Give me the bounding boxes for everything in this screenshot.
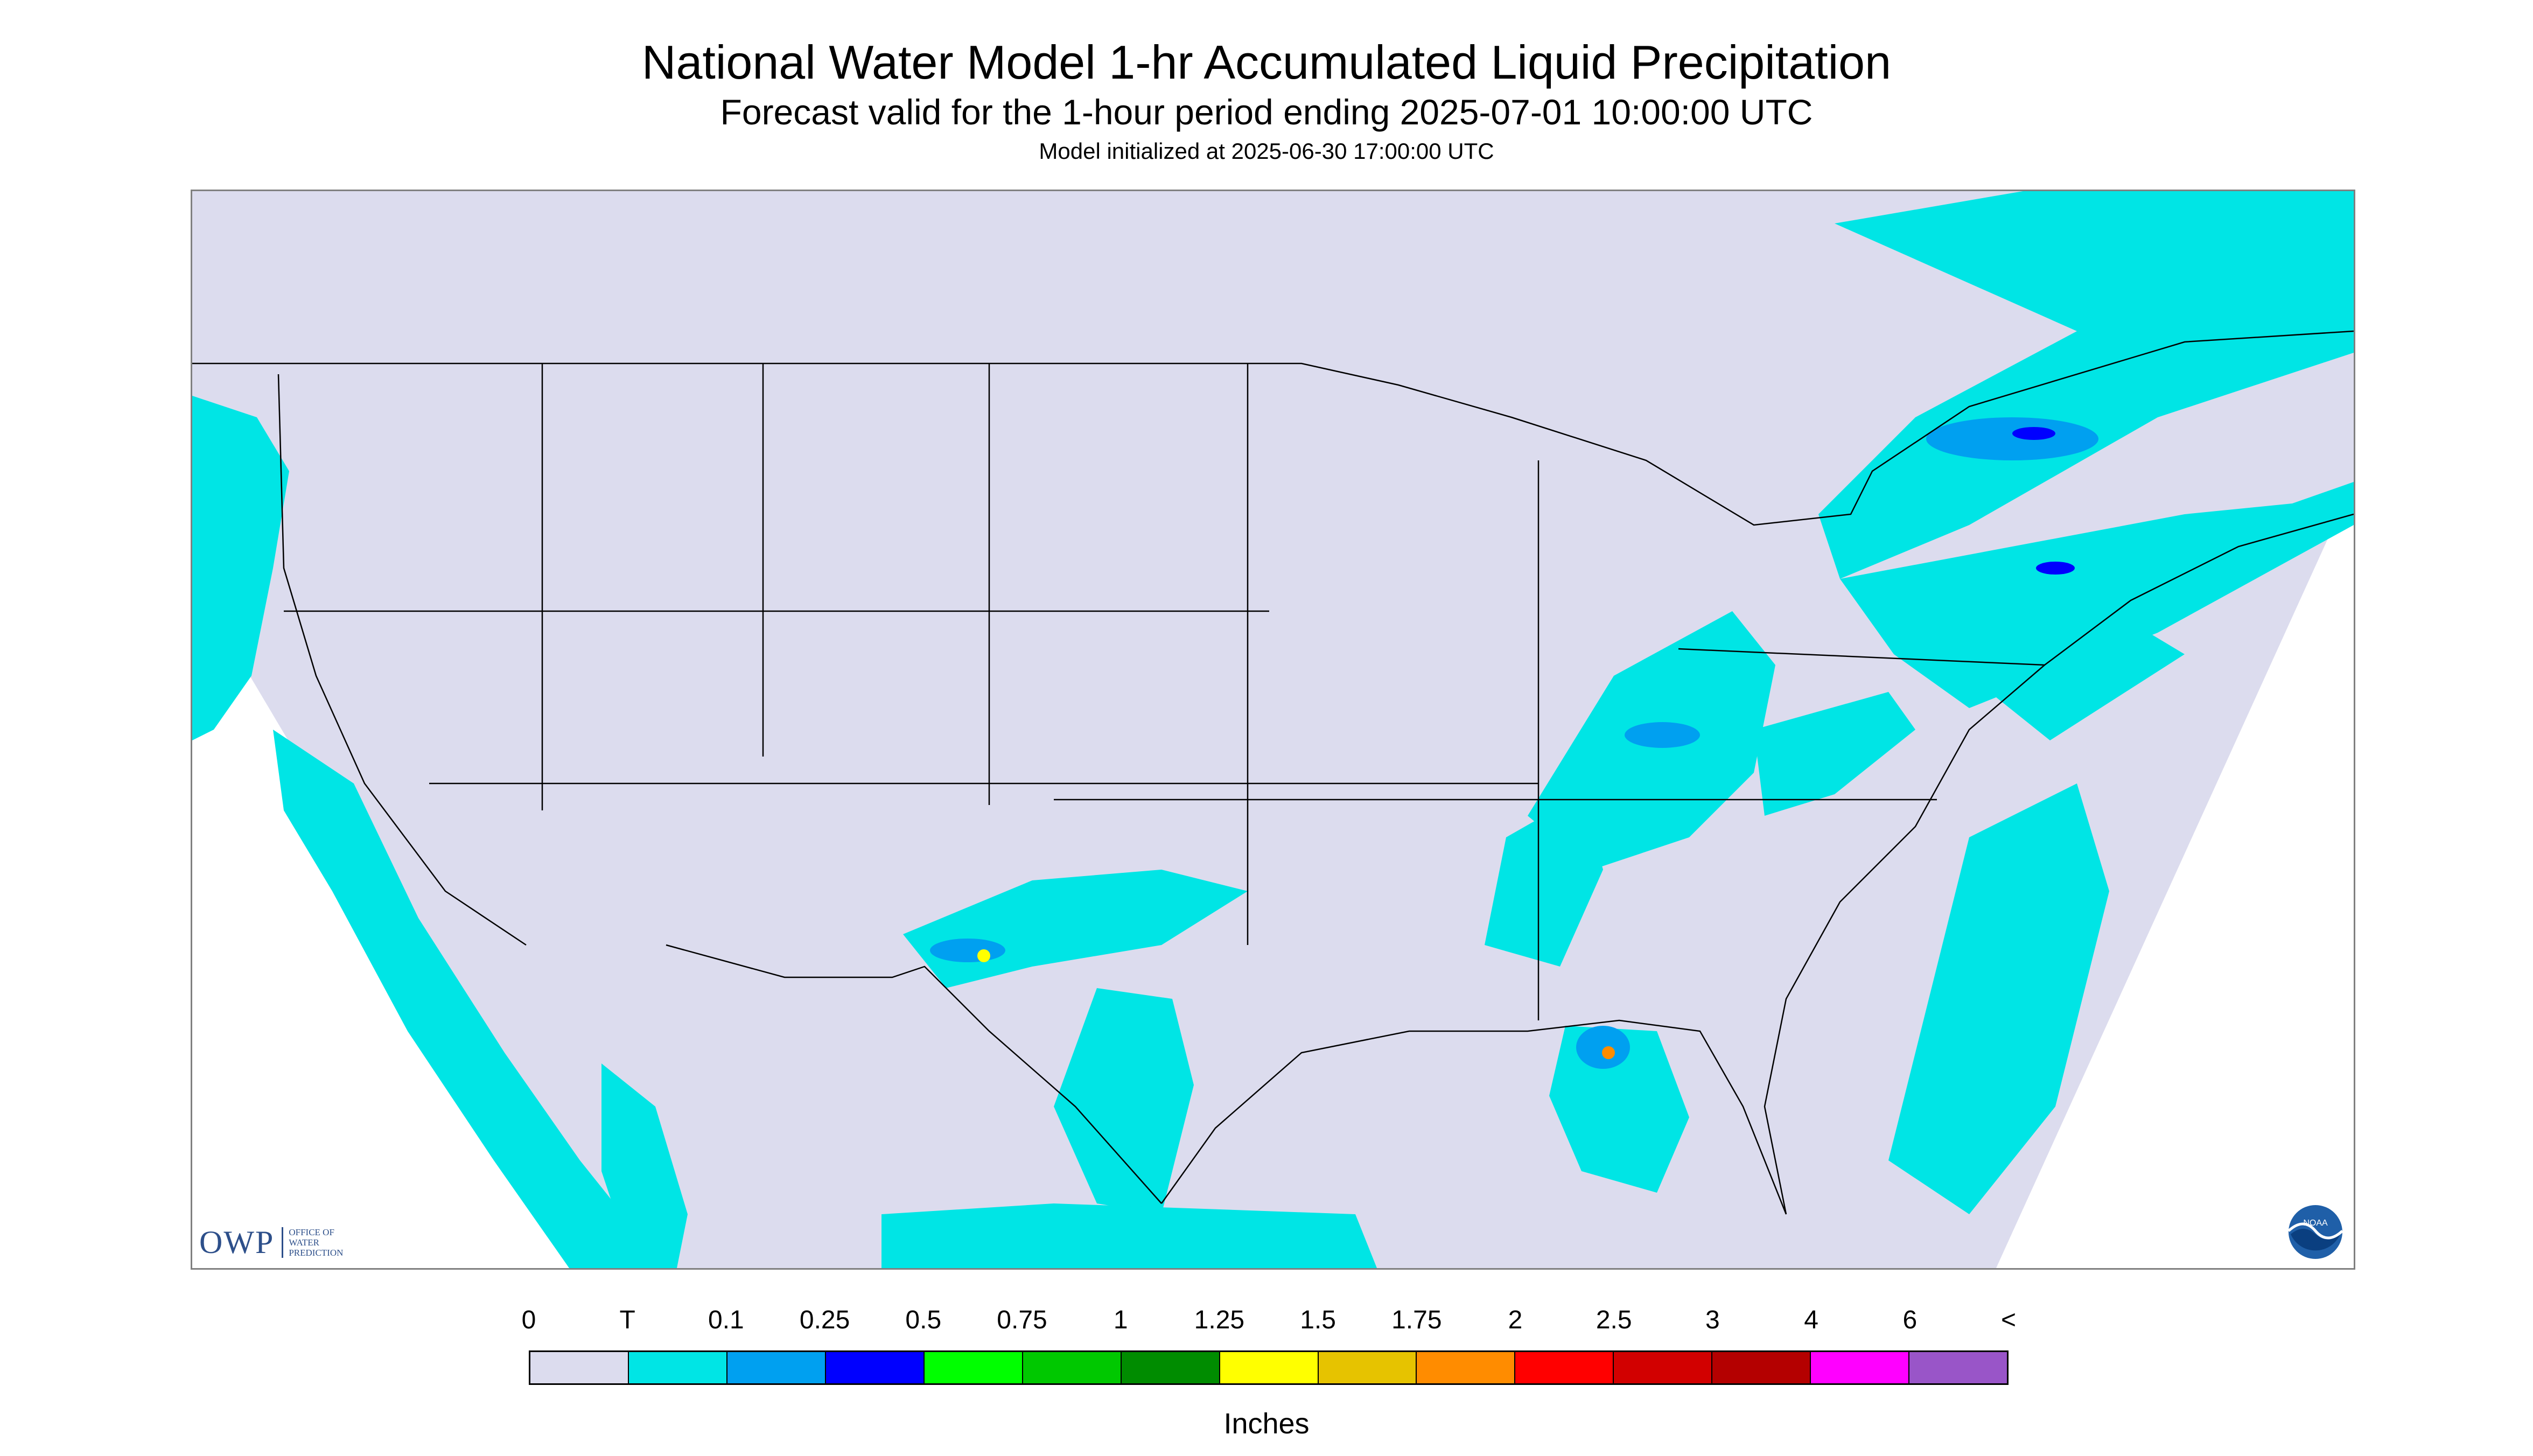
precip-moderate (930, 417, 2098, 1069)
legend-swatch (1318, 1352, 1417, 1383)
model-init-time: Model initialized at 2025-06-30 17:00:00… (1039, 138, 1494, 164)
legend-swatch (1023, 1352, 1122, 1383)
boundary-lines (192, 330, 2354, 1215)
gulf-coast-area (1054, 988, 1194, 1214)
owp-sub-line: PREDICTION (289, 1247, 344, 1258)
owp-sub-line: OFFICE OF (289, 1227, 334, 1237)
southeast-band (1485, 794, 1603, 967)
legend-label: 1.75 (1391, 1306, 1442, 1334)
mexico-south-band (881, 1203, 1377, 1268)
mexico-pacific-band (601, 1063, 688, 1268)
legend-swatch (1515, 1352, 1614, 1383)
legend-label: 2 (1508, 1306, 1523, 1334)
legend-units: Inches (1223, 1408, 1310, 1440)
noaa-logo: NOAA (2287, 1205, 2343, 1259)
owp-logo-text: OWP (199, 1224, 275, 1260)
texas-band (903, 870, 1248, 988)
atlantic-coast (1764, 513, 2354, 1215)
legend-swatch (1220, 1352, 1319, 1383)
legend-label: T (619, 1306, 635, 1334)
legend-swatch (628, 1352, 727, 1383)
east-domain-edge (1996, 482, 2354, 1268)
canada-northeast-band (1818, 191, 2354, 579)
precip-intense (977, 949, 1615, 1059)
legend-label: 0.25 (799, 1306, 850, 1334)
legend-label: 0 (521, 1306, 536, 1334)
legend-label: < (2000, 1306, 2017, 1334)
precipitation-map[interactable] (191, 190, 2355, 1270)
svg-text:NOAA: NOAA (2303, 1219, 2328, 1228)
owp-sub-line: WATER (289, 1237, 320, 1248)
appalachian-band (1754, 692, 1915, 816)
legend-label: 0.75 (997, 1306, 1047, 1334)
great-lakes-band (1840, 482, 2354, 708)
legend-label: 2.5 (1596, 1306, 1632, 1334)
legend-label: 3 (1705, 1306, 1720, 1334)
legend-label: 1.5 (1300, 1306, 1336, 1334)
atlantic-scattered-area (1888, 783, 2109, 1214)
canada-border (192, 330, 2354, 526)
legend-label: 0.5 (905, 1306, 942, 1334)
pacific-precip-area (192, 396, 289, 740)
legend-swatch (1614, 1352, 1713, 1383)
legend-swatch (1909, 1352, 2007, 1383)
mid-atlantic-band (1969, 622, 2185, 740)
legend-swatch (530, 1352, 629, 1383)
owp-logo: OWP OFFICE OF WATER PREDICTION (199, 1223, 343, 1261)
precip-trace (192, 191, 2354, 1268)
owp-logo-subtext: OFFICE OF WATER PREDICTION (282, 1227, 343, 1258)
legend-label: 4 (1804, 1306, 1818, 1334)
legend-label: 1.25 (1194, 1306, 1245, 1334)
legend-swatch (1811, 1352, 1910, 1383)
west-coast (277, 374, 527, 946)
legend-label: 6 (1902, 1306, 1918, 1334)
legend-swatch (1712, 1352, 1811, 1383)
map-title: National Water Model 1-hr Accumulated Li… (641, 36, 1892, 89)
precip-heavy (2012, 427, 2075, 575)
legend-label: 0.1 (708, 1306, 744, 1334)
legend-swatch (825, 1352, 925, 1383)
gulf-coast (1160, 1019, 1787, 1215)
pacific-coast-band (273, 730, 666, 1268)
legend-label: 1 (1113, 1306, 1128, 1334)
legend-swatch (1417, 1352, 1516, 1383)
legend-labels: 0 T 0.1 0.25 0.5 0.75 1 1.25 1.5 1.75 2 2.5 3 4 6 < (522, 1305, 2502, 1338)
florida-area (1549, 1026, 1689, 1193)
legend-swatch (924, 1352, 1023, 1383)
legend-colorbar (529, 1350, 2009, 1385)
map-subtitle: Forecast valid for the 1-hour period end… (720, 92, 1813, 132)
legend-swatch (1121, 1352, 1220, 1383)
legend-swatch (727, 1352, 826, 1383)
state-line-h4 (1678, 648, 2045, 666)
mexico-border (666, 944, 1162, 1204)
map-canvas (192, 191, 2354, 1268)
